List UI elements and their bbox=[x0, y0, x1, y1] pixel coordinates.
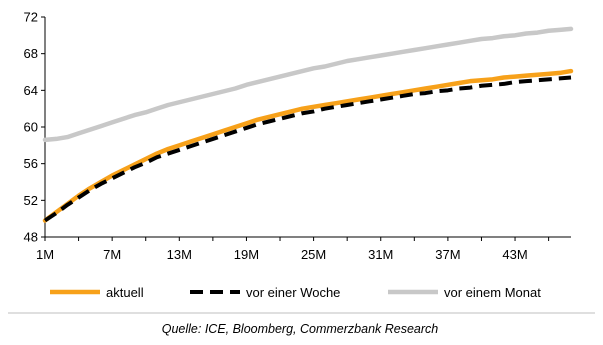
legend: aktuell vor einer Woche vor einem Monat bbox=[50, 285, 541, 300]
y-tick-label: 72 bbox=[24, 10, 38, 25]
x-tick-label: 13M bbox=[167, 247, 192, 262]
series-line-vor-einer-woche bbox=[43, 75, 572, 223]
y-tick-label: 68 bbox=[24, 46, 38, 61]
y-tick-label: 56 bbox=[24, 156, 38, 171]
series-layer bbox=[42, 26, 574, 223]
y-tick-label: 48 bbox=[24, 230, 38, 245]
y-tick-label: 52 bbox=[24, 193, 38, 208]
legend-label: vor einer Woche bbox=[246, 285, 340, 300]
x-tick-label: 1M bbox=[36, 247, 54, 262]
series-line-aktuell bbox=[42, 68, 574, 223]
legend-label: aktuell bbox=[106, 285, 144, 300]
y-tick-label: 64 bbox=[24, 83, 38, 98]
x-tick-label: 43M bbox=[502, 247, 527, 262]
y-axis: 48 52 56 60 64 68 72 bbox=[24, 10, 46, 245]
x-tick-label: 7M bbox=[103, 247, 121, 262]
x-tick-label: 19M bbox=[234, 247, 259, 262]
legend-label: vor einem Monat bbox=[444, 285, 541, 300]
y-tick-label: 60 bbox=[24, 120, 38, 135]
source-note: Quelle: ICE, Bloomberg, Commerzbank Rese… bbox=[162, 322, 439, 336]
x-tick-label: 25M bbox=[301, 247, 326, 262]
series-line-vor-einem-monat bbox=[42, 26, 574, 143]
x-tick-label: 37M bbox=[435, 247, 460, 262]
x-tick-label: 31M bbox=[368, 247, 393, 262]
x-axis: 1M 7M 13M 19M 25M 31M 37M 43M bbox=[36, 236, 571, 262]
